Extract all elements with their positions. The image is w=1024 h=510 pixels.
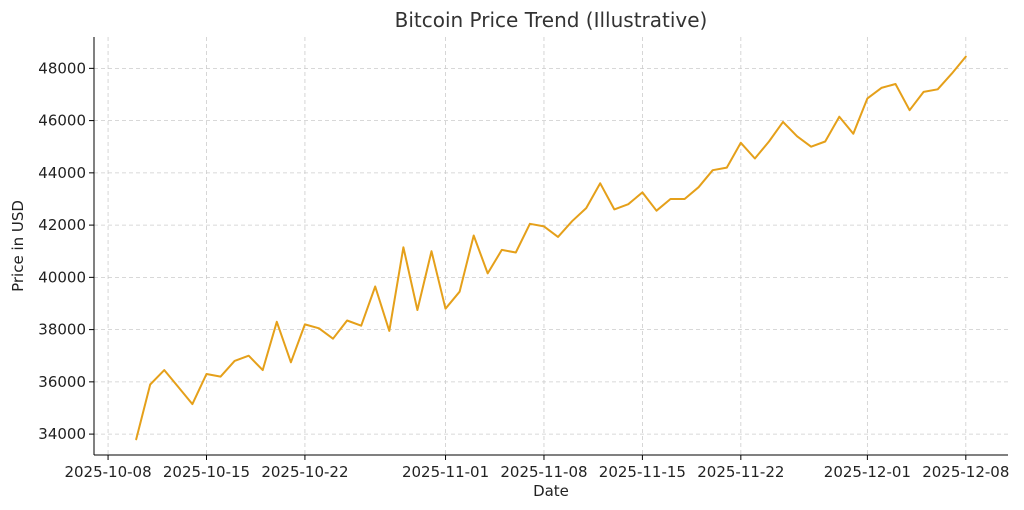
x-tick-label: 2025-10-08 bbox=[64, 463, 151, 481]
y-axis-label: Price in USD bbox=[9, 200, 27, 292]
x-tick-label: 2025-12-01 bbox=[824, 463, 911, 481]
x-tick-label: 2025-10-15 bbox=[163, 463, 250, 481]
y-axis: 34000 36000 38000 40000 42000 44000 46000 48000 bbox=[38, 59, 94, 443]
x-tick-label: 2025-11-22 bbox=[697, 463, 784, 481]
series-layer bbox=[135, 55, 967, 441]
chart-title: Bitcoin Price Trend (Illustrative) bbox=[395, 8, 708, 32]
x-tick-label: 2025-10-22 bbox=[261, 463, 348, 481]
x-tick-label: 2025-11-08 bbox=[500, 463, 587, 481]
x-axis: 2025-10-08 2025-10-15 2025-10-22 2025-11-01… bbox=[64, 455, 1009, 481]
x-tick-label: 2025-12-08 bbox=[922, 463, 1009, 481]
y-grid bbox=[94, 67, 1008, 435]
y-tick-label: 48000 bbox=[38, 59, 86, 77]
x-grid bbox=[107, 37, 967, 455]
y-tick-label: 38000 bbox=[38, 321, 86, 339]
x-tick-label: 2025-11-01 bbox=[402, 463, 489, 481]
y-tick-label: 42000 bbox=[38, 216, 86, 234]
x-axis-label: Date bbox=[533, 482, 569, 500]
x-tick-label: 2025-11-15 bbox=[599, 463, 686, 481]
y-tick-label: 36000 bbox=[38, 373, 86, 391]
y-tick-label: 40000 bbox=[38, 268, 86, 286]
price-line bbox=[135, 55, 967, 441]
y-tick-label: 44000 bbox=[38, 164, 86, 182]
y-tick-label: 46000 bbox=[38, 112, 86, 130]
y-tick-label: 34000 bbox=[38, 425, 86, 443]
